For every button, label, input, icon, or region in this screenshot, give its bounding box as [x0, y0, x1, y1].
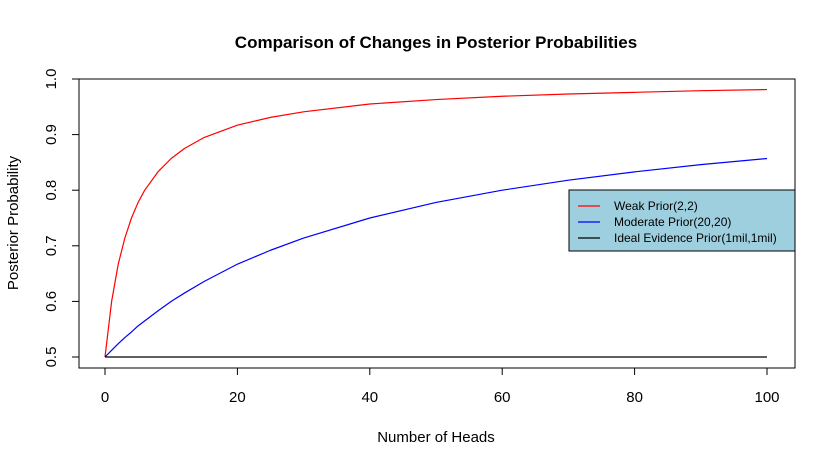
y-tick-label: 0.9: [43, 124, 60, 145]
series-lines: [104, 88, 768, 358]
x-axis-label: Number of Heads: [377, 429, 495, 446]
series-line-0: [104, 88, 768, 358]
legend-item-label: Ideal Evidence Prior(1mil,1mil): [614, 231, 777, 245]
x-tick-label: 40: [361, 389, 378, 406]
legend-item-label: Moderate Prior(20,20): [614, 215, 731, 229]
y-axis-label: Posterior Probability: [5, 155, 22, 290]
legend: Weak Prior(2,2) Moderate Prior(20,20) Idea…: [568, 189, 796, 252]
series-line-1: [104, 157, 768, 358]
y-tick-label: 0.7: [43, 235, 60, 256]
x-tick-label: 20: [229, 389, 246, 406]
x-tick-label: 100: [754, 389, 779, 406]
y-tick-label: 0.6: [43, 291, 60, 312]
x-tick-label: 60: [494, 389, 511, 406]
chart-title: Comparison of Changes in Posterior Proba…: [235, 33, 637, 52]
x-tick-label: 0: [101, 389, 109, 406]
x-axis: 0 20 40 60 80 100: [101, 367, 780, 406]
legend-item-label: Weak Prior(2,2): [614, 199, 698, 213]
x-tick-label: 80: [626, 389, 643, 406]
y-tick-label: 1.0: [43, 69, 60, 90]
y-tick-label: 0.8: [43, 180, 60, 201]
legend-box: [568, 189, 796, 252]
y-tick-label: 0.5: [43, 347, 60, 368]
y-axis: 0.5 0.6 0.7 0.8 0.9 1.0: [43, 69, 80, 368]
